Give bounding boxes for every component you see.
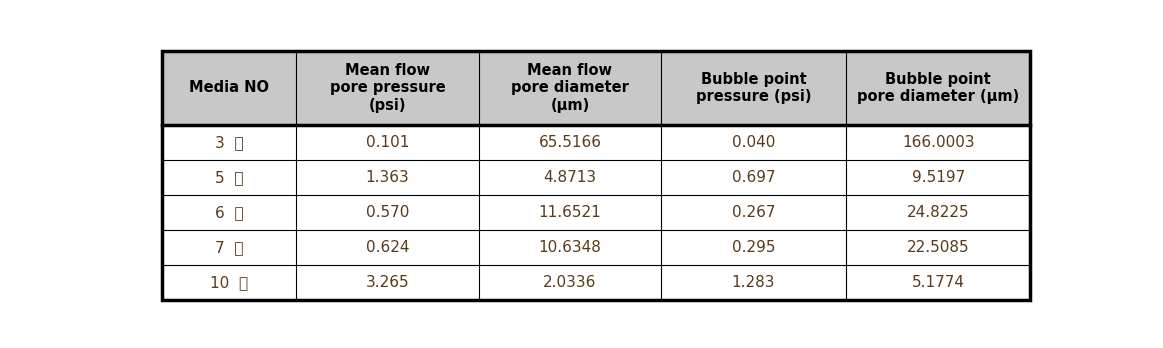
Text: 5  번: 5 번: [215, 170, 243, 185]
Text: 0.267: 0.267: [732, 205, 776, 220]
Text: 22.5085: 22.5085: [907, 240, 970, 255]
Text: 0.040: 0.040: [732, 135, 776, 150]
Text: 0.624: 0.624: [365, 240, 409, 255]
Text: 3  번: 3 번: [215, 135, 243, 150]
Text: 0.295: 0.295: [732, 240, 776, 255]
Text: Mean flow
pore diameter
(μm): Mean flow pore diameter (μm): [511, 63, 629, 113]
Bar: [162, 265, 1030, 300]
Bar: [162, 160, 1030, 195]
Text: 1.363: 1.363: [365, 170, 409, 185]
Text: 5.1774: 5.1774: [912, 275, 964, 290]
Text: 24.8225: 24.8225: [907, 205, 970, 220]
Text: 2.0336: 2.0336: [543, 275, 597, 290]
Text: 3.265: 3.265: [365, 275, 409, 290]
Text: 0.101: 0.101: [366, 135, 409, 150]
Text: Bubble point
pressure (psi): Bubble point pressure (psi): [695, 72, 812, 104]
Text: 10.6348: 10.6348: [538, 240, 601, 255]
Text: 11.6521: 11.6521: [538, 205, 601, 220]
Bar: [162, 125, 1030, 160]
Bar: [162, 51, 1030, 125]
Bar: [162, 195, 1030, 230]
Text: Media NO: Media NO: [188, 80, 269, 95]
Text: 9.5197: 9.5197: [912, 170, 965, 185]
Text: 166.0003: 166.0003: [901, 135, 975, 150]
Text: 6  번: 6 번: [215, 205, 243, 220]
Text: 4.8713: 4.8713: [543, 170, 597, 185]
Text: Bubble point
pore diameter (μm): Bubble point pore diameter (μm): [857, 72, 1019, 104]
Bar: [162, 230, 1030, 265]
Text: 0.570: 0.570: [366, 205, 409, 220]
Text: 0.697: 0.697: [732, 170, 776, 185]
Text: 10  번: 10 번: [209, 275, 248, 290]
Text: 7  번: 7 번: [215, 240, 243, 255]
Text: 1.283: 1.283: [732, 275, 776, 290]
Text: Mean flow
pore pressure
(psi): Mean flow pore pressure (psi): [329, 63, 445, 113]
Text: 65.5166: 65.5166: [538, 135, 601, 150]
